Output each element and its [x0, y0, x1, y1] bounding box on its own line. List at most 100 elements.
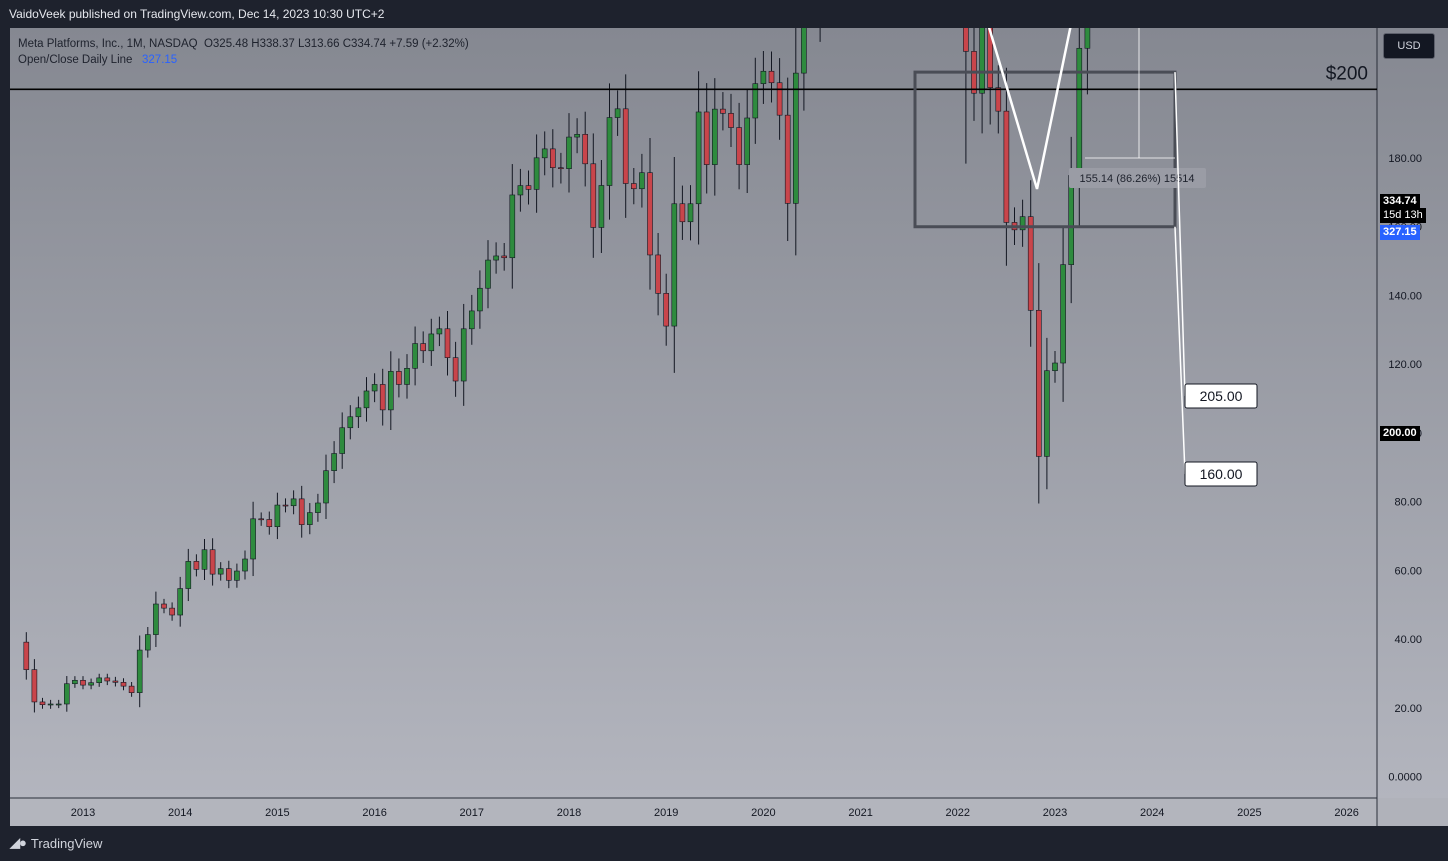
candle-body[interactable]	[355, 407, 362, 418]
candle-body[interactable]	[647, 172, 653, 256]
candle-body[interactable]	[153, 603, 159, 635]
candle-body[interactable]	[687, 203, 694, 223]
candle-body[interactable]	[274, 504, 281, 528]
candle-body[interactable]	[493, 255, 499, 261]
candle-body[interactable]	[339, 427, 346, 454]
candle-body[interactable]	[120, 682, 127, 687]
candle-body[interactable]	[744, 117, 751, 165]
candle-body[interactable]	[655, 254, 661, 294]
candle-body[interactable]	[987, 28, 994, 88]
candle-body[interactable]	[736, 127, 742, 165]
candle-body[interactable]	[768, 70, 775, 84]
candle-body[interactable]	[1044, 370, 1050, 457]
candle-body[interactable]	[387, 371, 394, 411]
candle-body[interactable]	[412, 343, 418, 369]
candle-body[interactable]	[582, 134, 589, 165]
candle-body[interactable]	[776, 82, 783, 116]
candle-body[interactable]	[226, 568, 232, 581]
candle-body[interactable]	[1036, 310, 1042, 457]
candle-body[interactable]	[566, 136, 572, 169]
candle-body[interactable]	[1084, 28, 1091, 49]
candle-body[interactable]	[298, 498, 305, 525]
candle-body[interactable]	[711, 108, 718, 165]
candle-body[interactable]	[31, 669, 38, 703]
candle-body[interactable]	[282, 504, 289, 507]
candle-body[interactable]	[104, 677, 111, 682]
candle-body[interactable]	[995, 87, 1002, 112]
candle-body[interactable]	[1027, 216, 1034, 311]
candle-body[interactable]	[47, 703, 54, 706]
candle-body[interactable]	[55, 703, 62, 706]
candle-body[interactable]	[639, 172, 645, 190]
candle-body[interactable]	[136, 649, 143, 693]
candle-body[interactable]	[193, 561, 200, 570]
callout-205-bg[interactable]	[1184, 383, 1258, 409]
candle-body[interactable]	[201, 549, 208, 570]
candle-body[interactable]	[509, 194, 516, 259]
candle-body[interactable]	[801, 28, 807, 74]
candle-body[interactable]	[460, 328, 467, 382]
candle-body[interactable]	[128, 685, 135, 693]
candle-body[interactable]	[1068, 175, 1074, 265]
candle-body[interactable]	[145, 634, 151, 651]
candle-body[interactable]	[1052, 362, 1058, 372]
candle-body[interactable]	[404, 368, 410, 385]
candle-body[interactable]	[112, 680, 119, 683]
candle-body[interactable]	[477, 287, 483, 312]
candle-body[interactable]	[209, 549, 216, 575]
candle-body[interactable]	[663, 293, 670, 327]
candle-body[interactable]	[760, 70, 767, 84]
candle-body[interactable]	[323, 470, 329, 504]
candle-body[interactable]	[80, 679, 86, 686]
candle-body[interactable]	[250, 518, 256, 560]
candle-body[interactable]	[371, 384, 378, 392]
candle-body[interactable]	[452, 357, 459, 382]
candle-body[interactable]	[501, 255, 508, 259]
price-axis-area[interactable]	[1377, 28, 1448, 798]
candle-body[interactable]	[1019, 216, 1026, 231]
candle-body[interactable]	[347, 416, 354, 429]
candle-body[interactable]	[1060, 264, 1066, 364]
candle-body[interactable]	[598, 185, 605, 228]
candle-body[interactable]	[752, 83, 759, 119]
candle-body[interactable]	[485, 259, 491, 289]
candle-body[interactable]	[533, 157, 540, 190]
candle-body[interactable]	[242, 558, 248, 572]
candle-body[interactable]	[39, 701, 46, 705]
candle-body[interactable]	[331, 453, 337, 471]
candle-body[interactable]	[88, 682, 94, 686]
candle-body[interactable]	[420, 343, 427, 352]
candle-body[interactable]	[428, 333, 435, 352]
candle-body[interactable]	[177, 588, 183, 616]
candle-body[interactable]	[64, 683, 70, 705]
legend-symbol[interactable]: Meta Platforms, Inc., 1M, NASDAQ	[18, 38, 198, 50]
candle-body[interactable]	[720, 108, 726, 114]
v-pattern-line[interactable]	[985, 28, 1120, 190]
candle-body[interactable]	[614, 108, 621, 118]
candle-body[interactable]	[436, 328, 443, 335]
candle-body[interactable]	[590, 163, 597, 228]
currency-button[interactable]: USD	[1383, 33, 1435, 59]
candle-body[interactable]	[72, 679, 78, 685]
tradingview-logo[interactable]: ◢● TradingView	[10, 835, 102, 851]
time-axis-panel[interactable]	[10, 798, 1377, 826]
candle-body[interactable]	[23, 641, 30, 670]
candle-body[interactable]	[695, 111, 702, 205]
candle-body[interactable]	[792, 72, 799, 204]
candle-body[interactable]	[169, 607, 175, 616]
candle-body[interactable]	[525, 185, 532, 190]
candle-body[interactable]	[728, 113, 734, 128]
candle-body[interactable]	[671, 203, 678, 327]
candle-body[interactable]	[234, 570, 240, 581]
candle-body[interactable]	[258, 518, 265, 521]
candle-body[interactable]	[622, 108, 629, 184]
candle-body[interactable]	[963, 28, 969, 52]
support-box[interactable]	[913, 70, 1177, 229]
price-chart[interactable]: 0.000020.0040.0060.0080.00100.00120.0014…	[0, 28, 1448, 826]
candle-body[interactable]	[679, 203, 686, 223]
candle-body[interactable]	[549, 148, 556, 169]
candle-body[interactable]	[541, 148, 548, 159]
candle-body[interactable]	[96, 677, 102, 683]
candle-body[interactable]	[290, 498, 297, 507]
candle-body[interactable]	[185, 561, 192, 589]
